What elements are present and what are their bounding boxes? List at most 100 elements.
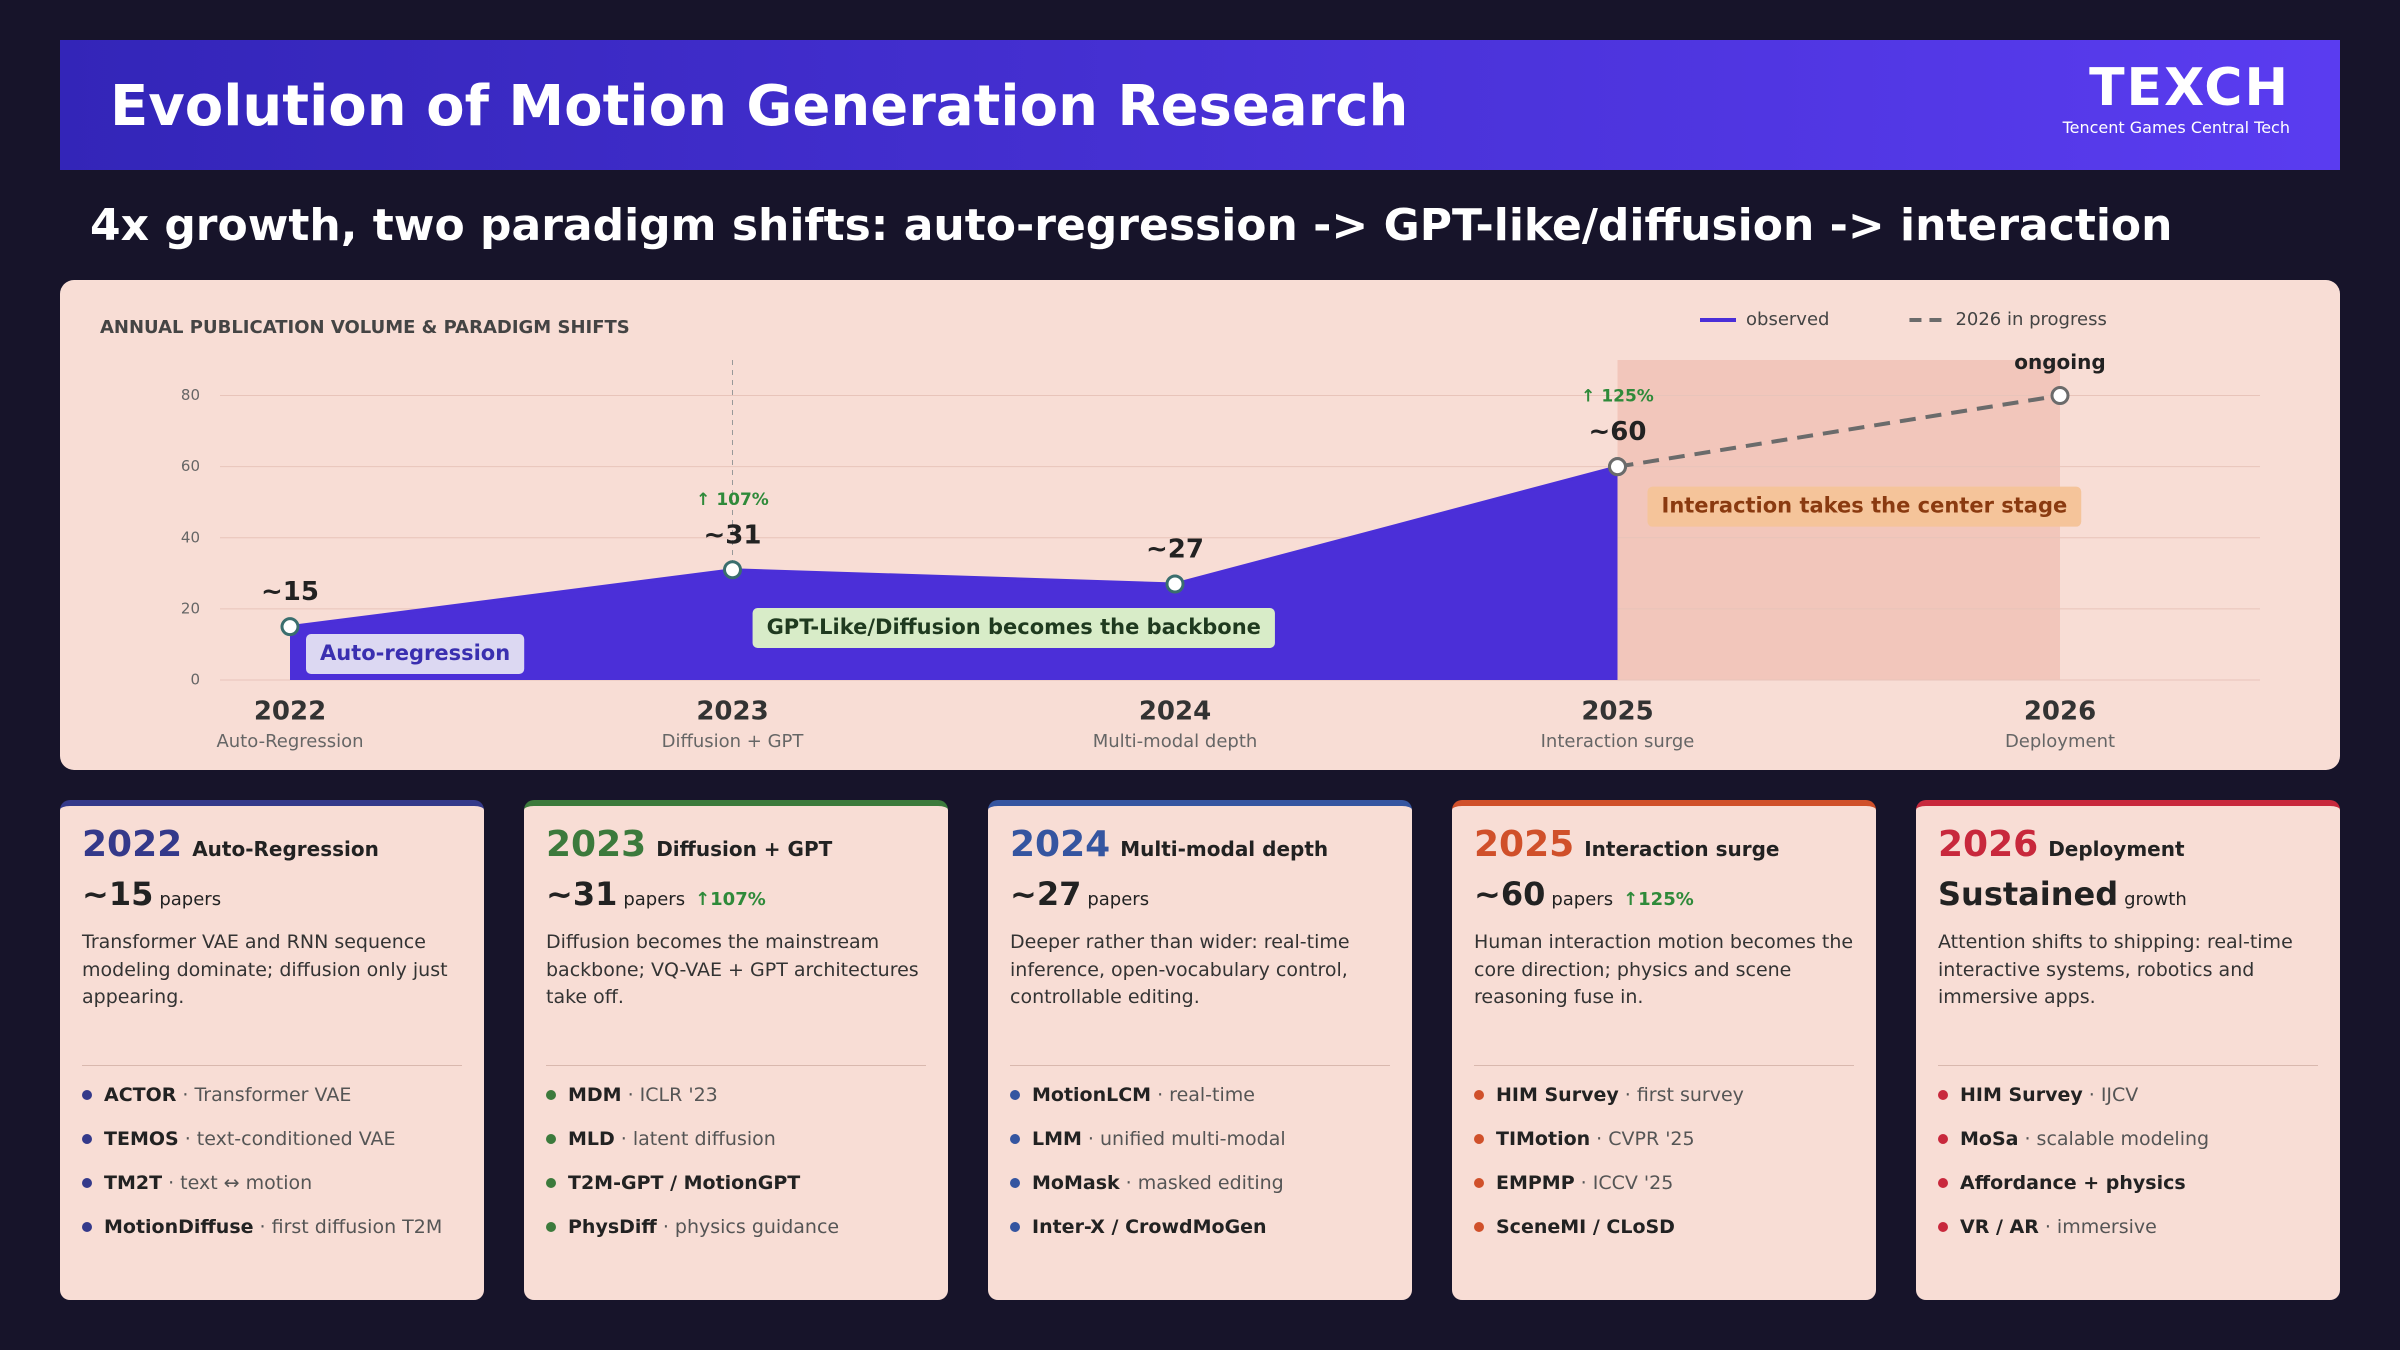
card-growth: ↑125% <box>1623 889 1694 910</box>
card-unit: papers <box>1087 889 1150 910</box>
bullet <box>546 1134 556 1144</box>
card-count: ~15 <box>82 875 154 913</box>
bullet <box>82 1222 92 1232</box>
item-name: VR / AR <box>1960 1216 2039 1238</box>
item-note: · physics guidance <box>662 1216 840 1238</box>
card-count-line: ~15 papers <box>82 875 462 913</box>
data-point <box>723 560 742 580</box>
card-count-line: ~31 papers ↑107% <box>546 875 926 913</box>
card-year: 2024 <box>1010 824 1111 865</box>
series-line <box>1617 393 2061 469</box>
chart-panel: ANNUAL PUBLICATION VOLUME & PARADIGM SHI… <box>60 280 2340 770</box>
x-tick-label: 2023 <box>696 697 768 727</box>
bullet <box>1010 1090 1020 1100</box>
card-item: VR / AR · immersive <box>1938 1216 2318 1238</box>
x-tick-label: 2024 <box>1139 697 1211 727</box>
growth-label: ↑ 125% <box>1581 387 1654 407</box>
x-sublabel: Multi-modal depth <box>1093 731 1258 752</box>
item-name: TEMOS <box>104 1128 179 1150</box>
item-name: MoMask <box>1032 1172 1120 1194</box>
item-name: LMM <box>1032 1128 1082 1150</box>
card-divider <box>546 1065 926 1066</box>
card-unit: papers <box>623 889 686 910</box>
bullet <box>546 1178 556 1188</box>
card-divider <box>1474 1065 1854 1066</box>
bullet <box>546 1222 556 1232</box>
card-item: MDM · ICLR '23 <box>546 1084 926 1106</box>
card-item: LMM · unified multi-modal <box>1010 1128 1390 1150</box>
card: 2022 Auto-Regression ~15 papers Transformer … <box>60 800 484 1300</box>
item-note: · scalable modeling <box>2024 1128 2210 1150</box>
x-sublabel: Auto-Regression <box>216 731 363 752</box>
chart: ANNUAL PUBLICATION VOLUME & PARADIGM SHI… <box>100 309 2260 752</box>
bullet <box>1474 1090 1484 1100</box>
card-divider <box>1010 1065 1390 1066</box>
card-item: MotionDiffuse · first diffusion T2M <box>82 1216 462 1238</box>
bullet <box>1474 1222 1484 1232</box>
item-name: MotionDiffuse <box>104 1216 254 1238</box>
bullet <box>1938 1222 1948 1232</box>
card-count-line: ~60 papers ↑125% <box>1474 875 1854 913</box>
card-description: Transformer VAE and RNN sequence modelin… <box>82 931 448 1009</box>
card: 2025 Interaction surge ~60 papers ↑125% Human… <box>1452 800 1876 1300</box>
item-name: Affordance + physics <box>1960 1172 2186 1194</box>
card-phase: Auto-Regression <box>192 837 379 861</box>
card-phase: Interaction surge <box>1584 837 1780 861</box>
bullet <box>82 1134 92 1144</box>
bullet <box>546 1090 556 1100</box>
card-year: 2023 <box>546 824 647 865</box>
bullet <box>1010 1222 1020 1232</box>
x-tick-label: 2022 <box>254 697 326 727</box>
item-name: HIM Survey <box>1960 1084 2083 1106</box>
card-item: ACTOR · Transformer VAE <box>82 1084 462 1106</box>
card-header: 2023 Diffusion + GPT <box>546 824 926 865</box>
card-count: ~60 <box>1474 875 1546 913</box>
card-count-line: ~27 papers <box>1010 875 1390 913</box>
card-header: 2025 Interaction surge <box>1474 824 1854 865</box>
title: Evolution of Motion Generation Research <box>110 74 1409 139</box>
value-label: ~15 <box>261 577 319 607</box>
data-point <box>1608 457 1627 477</box>
legend-label: observed <box>1746 309 1829 330</box>
series-line <box>289 465 1618 629</box>
card-description: Diffusion becomes the mainstream backbon… <box>546 931 919 1009</box>
card-divider <box>1938 1065 2318 1066</box>
card-phase: Multi-modal depth <box>1120 837 1329 861</box>
item-note: · real-time <box>1157 1084 1255 1106</box>
annotation-box <box>1647 486 2082 527</box>
data-point <box>1165 574 1185 594</box>
item-name: TIMotion <box>1496 1128 1591 1150</box>
annotation: Interaction takes the center stage <box>1647 486 2082 527</box>
card-description: Deeper rather than wider: real-time infe… <box>1010 931 1350 1009</box>
item-note: · CVPR '25 <box>1596 1128 1695 1150</box>
bullet <box>1938 1178 1948 1188</box>
card-year: 2026 <box>1938 824 2039 865</box>
item-note: · first survey <box>1624 1084 1744 1106</box>
x-sublabel: Deployment <box>2005 731 2115 752</box>
card-growth: ↑107% <box>695 889 766 910</box>
x-tick-label: 2026 <box>2024 697 2096 727</box>
x-sublabel: Diffusion + GPT <box>662 731 805 752</box>
value-label: ~60 <box>1589 417 1647 447</box>
item-name: EMPMP <box>1496 1172 1575 1194</box>
annotation-text: GPT-Like/Diffusion becomes the backbone <box>767 615 1261 639</box>
logo-subtitle: Tencent Games Central Tech <box>2062 118 2290 137</box>
data-point <box>280 617 300 637</box>
growth-label: ↑ 107% <box>696 490 769 510</box>
card-description: Attention shifts to shipping: real-time … <box>1938 931 2293 1009</box>
card-phase: Deployment <box>2048 837 2185 861</box>
card-phase: Diffusion + GPT <box>656 837 833 861</box>
legend-label: 2026 in progress <box>1955 309 2106 330</box>
card: 2026 Deployment Sustained growth Attention s… <box>1916 800 2340 1300</box>
y-tick-label: 80 <box>181 386 200 404</box>
item-note: · ICCV '25 <box>1580 1172 1674 1194</box>
bullet <box>1474 1134 1484 1144</box>
card-year: 2025 <box>1474 824 1575 865</box>
bullet <box>1474 1178 1484 1188</box>
card-item: TEMOS · text-conditioned VAE <box>82 1128 462 1150</box>
logo-text: TEXCH <box>2089 58 2290 118</box>
value-label: ~27 <box>1146 535 1204 565</box>
data-point <box>2050 386 2070 406</box>
item-note: · masked editing <box>1125 1172 1284 1194</box>
card-item: MoMask · masked editing <box>1010 1172 1390 1194</box>
